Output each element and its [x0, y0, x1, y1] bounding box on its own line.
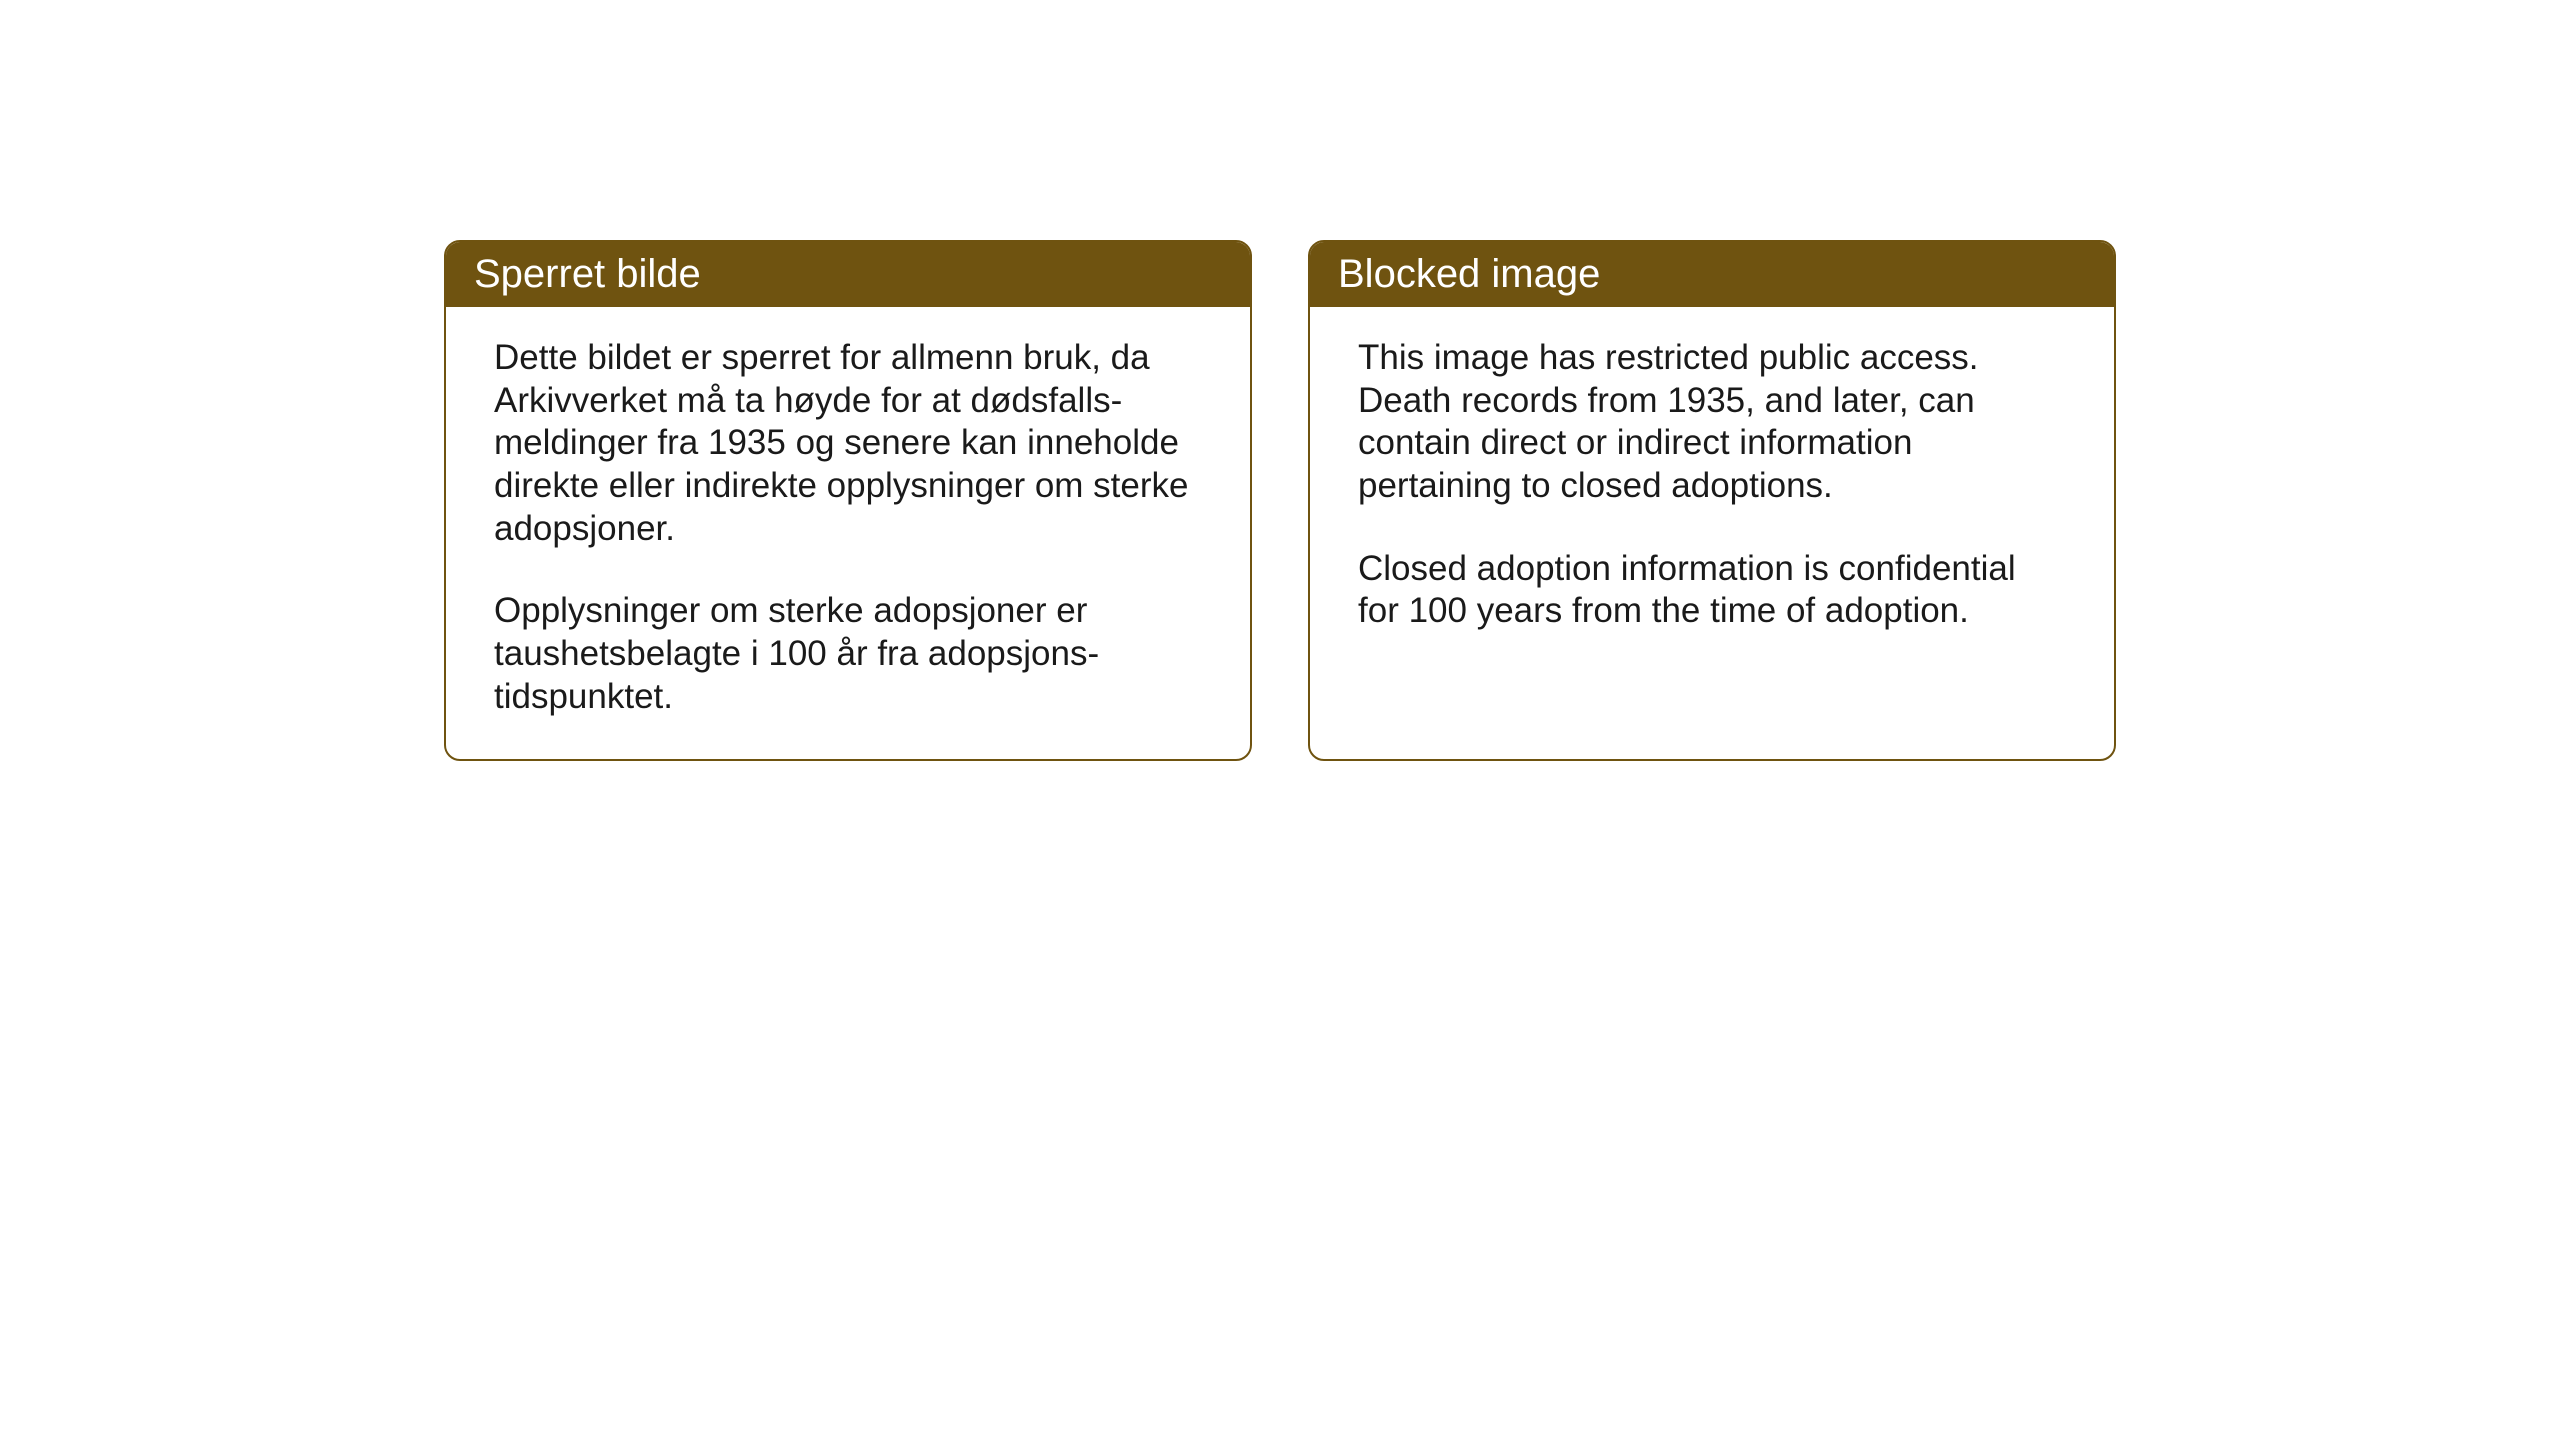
- card-paragraph: This image has restricted public access.…: [1358, 337, 2066, 508]
- card-header: Sperret bilde: [446, 242, 1250, 307]
- notice-card-english: Blocked image This image has restricted …: [1308, 240, 2116, 761]
- card-paragraph: Opplysninger om sterke adopsjoner er tau…: [494, 590, 1202, 718]
- notice-card-norwegian: Sperret bilde Dette bildet er sperret fo…: [444, 240, 1252, 761]
- card-header: Blocked image: [1310, 242, 2114, 307]
- card-title: Sperret bilde: [474, 252, 701, 296]
- card-body: Dette bildet er sperret for allmenn bruk…: [446, 307, 1250, 759]
- card-paragraph: Closed adoption information is confident…: [1358, 548, 2066, 633]
- card-title: Blocked image: [1338, 252, 1600, 296]
- card-paragraph: Dette bildet er sperret for allmenn bruk…: [494, 337, 1202, 550]
- card-body: This image has restricted public access.…: [1310, 307, 2114, 747]
- notice-container: Sperret bilde Dette bildet er sperret fo…: [444, 240, 2116, 761]
